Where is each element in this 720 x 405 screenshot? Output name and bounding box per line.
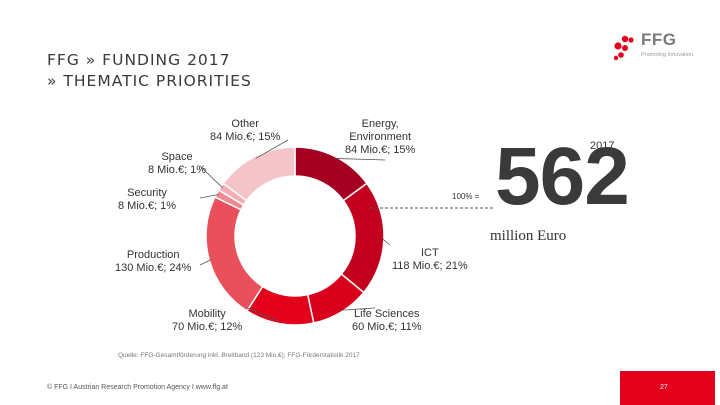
leader-line-space [199,165,223,189]
percent-label: 100% = [452,192,480,201]
page-title: FFG » FUNDING 2017 » THEMATIC PRIORITIES [47,50,252,92]
leader-line-other [255,139,289,159]
leader-line-life-sciences [340,307,376,311]
label-production: Production 130 Mio.€; 24% [115,249,192,274]
slice-ict [340,182,385,294]
label-life-sciences: Life Sciences 60 Mio.€; 11% [352,308,422,333]
leader-line-production [199,259,212,266]
slice-production [205,196,264,312]
leader-line-security [199,194,219,199]
label-ict: ICT 118 Mio.€; 21% [392,247,468,272]
slice-other [222,146,296,202]
logo-tagline: Promoting Innovation. [641,52,695,58]
leader-line-energy [334,158,386,161]
title-line-1: FFG » FUNDING 2017 [47,51,231,69]
leader-line-mobility [246,307,280,322]
label-mobility: Mobility 70 Mio.€; 12% [172,308,243,333]
label-security: Security 8 Mio.€; 1% [118,187,177,212]
label-other: Other 84 Mio.€; 15% [210,118,281,143]
label-space: Space 8 Mio.€; 1% [148,151,207,176]
total-value: 562 [495,131,630,222]
leader-line-ict [381,238,391,246]
unit-label: million Euro [490,228,567,244]
logo-text: FFG [641,30,677,49]
title-line-2: » THEMATIC PRIORITIES [47,72,252,90]
label-energy: Energy, Environment 84 Mio.€; 15% [345,118,416,156]
footer-text: © FFG I Austrian Research Promotion Agen… [47,384,228,391]
ffg-logo-icon [613,35,634,61]
source-note: Quelle: FFG-Gesamtförderung inkl. Breitb… [118,352,360,359]
page-badge [620,371,715,405]
page-number: 27 [660,384,668,391]
year-label: 2017 [590,140,615,152]
